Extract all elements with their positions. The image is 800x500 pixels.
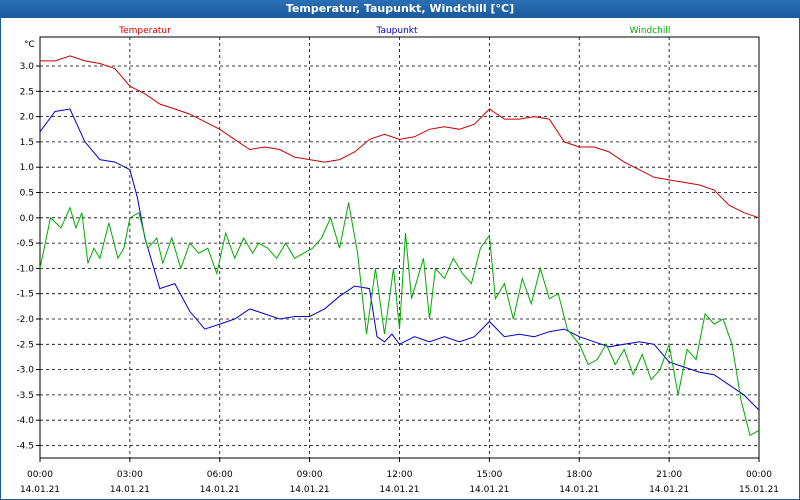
x-tick-time: 21:00 <box>656 470 682 480</box>
x-tick-time: 00:00 <box>746 470 772 480</box>
y-tick-label: 1.0 <box>20 163 35 173</box>
series-lines <box>39 55 760 437</box>
x-tick-time: 18:00 <box>566 470 592 480</box>
y-tick-label: -4.5 <box>16 442 34 452</box>
grid <box>40 37 759 458</box>
x-tick-time: 00:00 <box>27 470 53 480</box>
y-tick-label: -2.0 <box>16 315 34 325</box>
x-tick-date: 14.01.21 <box>200 485 240 495</box>
series-line-windchill <box>39 202 760 437</box>
x-tick-date: 14.01.21 <box>559 485 599 495</box>
y-tick-label: -4.0 <box>16 416 34 426</box>
y-axis-label: °C <box>24 40 35 50</box>
x-tick-date: 14.01.21 <box>469 485 509 495</box>
x-tick-time: 09:00 <box>297 470 323 480</box>
x-axis: 00:00 14.01.21 03:00 14.01.21 06:00 14.01.21 0… <box>20 458 779 495</box>
legend-windchill: Windchill <box>630 26 671 36</box>
y-tick-label: 2.0 <box>20 113 35 123</box>
y-tick-label: -0.5 <box>16 239 34 249</box>
x-tick-time: 06:00 <box>207 470 233 480</box>
y-tick-label: 3.0 <box>20 62 35 72</box>
x-tick-date: 14.01.21 <box>649 485 689 495</box>
y-tick-label: -1.5 <box>16 290 34 300</box>
y-tick-label: -2.5 <box>16 340 34 350</box>
chart-title: Temperatur, Taupunkt, Windchill [°C] <box>0 0 800 18</box>
y-tick-label: -3.0 <box>16 366 34 376</box>
x-tick-date: 15.01.21 <box>739 485 779 495</box>
x-tick-time: 12:00 <box>387 470 413 480</box>
x-tick-date: 14.01.21 <box>20 485 60 495</box>
y-tick-label: -3.5 <box>16 391 34 401</box>
y-tick-label: 1.5 <box>20 138 34 148</box>
x-tick-date: 14.01.21 <box>290 485 330 495</box>
y-tick-label: -1.0 <box>16 264 34 274</box>
x-tick-date: 14.01.21 <box>110 485 150 495</box>
x-tick-time: 03:00 <box>117 470 143 480</box>
legend: Temperatur Taupunkt Windchill <box>118 26 670 36</box>
y-tick-label: 2.5 <box>20 87 34 97</box>
x-tick-date: 14.01.21 <box>379 485 419 495</box>
series-line-temperatur <box>40 55 760 219</box>
legend-temperatur: Temperatur <box>118 26 171 36</box>
legend-taupunkt: Taupunkt <box>375 26 418 36</box>
y-axis: 3.0 2.5 2.0 1.5 1.0 0.5 0.0 -0.5 -1.0 -1.5 -2.0 -2.… <box>16 62 40 452</box>
x-tick-time: 15:00 <box>476 470 502 480</box>
y-tick-label: 0.5 <box>20 189 34 199</box>
series-line-taupunkt <box>39 108 760 411</box>
y-tick-label: 0.0 <box>20 214 35 224</box>
